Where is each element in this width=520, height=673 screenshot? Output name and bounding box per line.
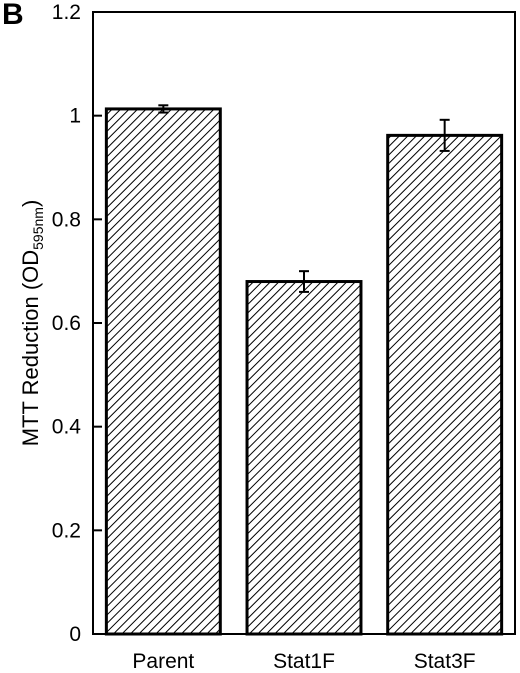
bar-stat1f [245,280,363,636]
y-axis: 0 0.2 0.4 0.6 0.8 1 1.2 [52,1,102,646]
x-tick-label: Stat1F [273,650,335,673]
bar-stat3f [386,133,504,636]
panel-label: B [2,0,24,31]
bars [104,104,504,636]
x-tick-label: Stat3F [414,650,476,673]
y-tick-label: 0.6 [52,312,81,335]
y-tick-label: 0.4 [52,416,82,439]
x-axis: Parent Stat1F Stat3F [132,650,475,673]
y-tick-label: 0 [69,623,81,646]
y-axis-label-main: MTT Reduction (OD [18,250,43,446]
bar-parent [104,107,222,636]
y-tick-label: 0.8 [52,208,81,231]
x-tick-label: Parent [132,650,194,673]
y-axis-label-close: ) [18,200,43,207]
y-tick-label: 1.2 [52,1,81,24]
y-axis-label: MTT Reduction (OD595nm) [18,200,46,447]
y-tick-label: 0.2 [52,519,81,542]
y-tick-label: 1 [69,105,81,128]
y-axis-label-subscript: 595nm [30,207,46,250]
